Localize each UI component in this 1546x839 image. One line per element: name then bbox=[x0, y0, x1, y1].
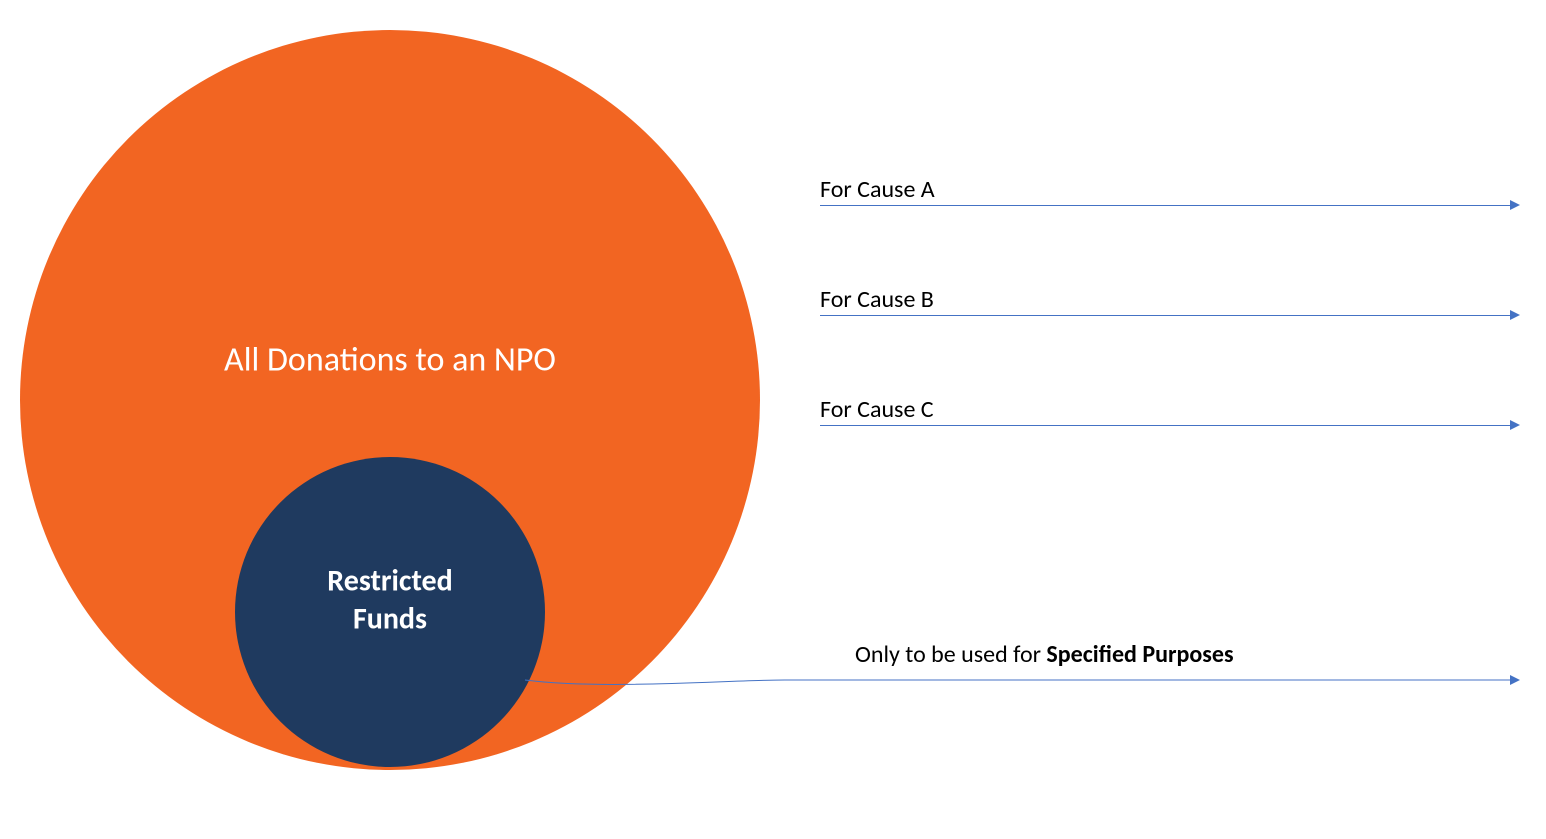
arrow-head-b bbox=[1510, 310, 1520, 320]
arrow-label-a: For Cause A bbox=[820, 175, 935, 204]
specified-label: Only to be used for Specified Purposes bbox=[855, 640, 1234, 669]
arrow-label-c: For Cause C bbox=[820, 395, 934, 424]
inner-circle-label: Restricted Funds bbox=[327, 563, 452, 638]
outer-circle-label: All Donations to an NPO bbox=[224, 340, 556, 381]
inner-circle-label-line1: Restricted bbox=[327, 563, 452, 600]
specified-bold: Specified Purposes bbox=[1046, 640, 1233, 669]
inner-circle-label-line2: Funds bbox=[353, 600, 427, 637]
specified-prefix: Only to be used for bbox=[855, 640, 1046, 669]
arrow-head-a bbox=[1510, 200, 1520, 210]
specified-arrow-head bbox=[1510, 675, 1520, 685]
arrow-head-c bbox=[1510, 420, 1520, 430]
arrow-line-c bbox=[820, 425, 1510, 426]
arrow-label-b: For Cause B bbox=[820, 285, 934, 314]
arrow-line-a bbox=[820, 205, 1510, 206]
arrow-line-b bbox=[820, 315, 1510, 316]
